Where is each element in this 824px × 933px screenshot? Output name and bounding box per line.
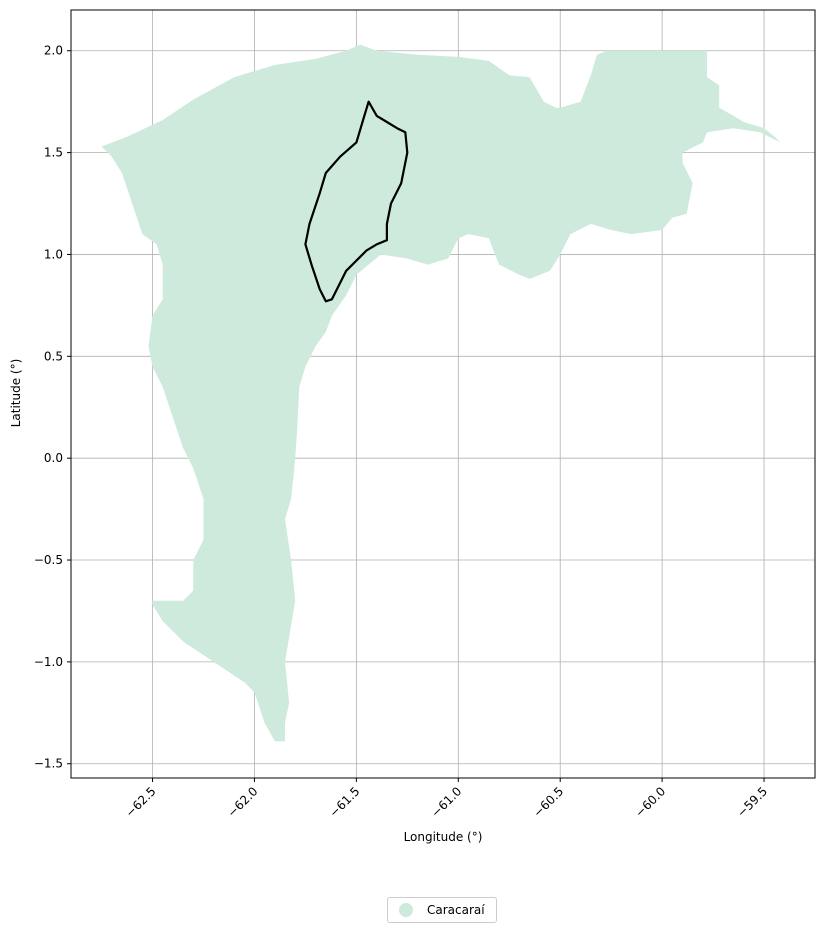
highlight-outline	[304, 100, 409, 303]
y-tick-label: −1.0	[34, 655, 63, 669]
x-tick-label: −60.0	[632, 784, 668, 820]
y-tick-label: −0.5	[34, 553, 63, 567]
y-axis-ticks: 2.0 1.5 1.0 0.5 0.0 −0.5 −1.0 −1.5	[34, 44, 71, 771]
y-tick-label: 2.0	[44, 44, 63, 58]
region-caracarai	[101, 44, 781, 742]
x-tick-label: −59.5	[734, 784, 770, 820]
y-axis-label: Latitude (°)	[9, 359, 23, 428]
x-tick-label: −61.5	[327, 784, 363, 820]
y-tick-label: 0.5	[44, 349, 63, 363]
x-tick-label: −62.0	[225, 784, 261, 820]
legend: Caracaraí	[387, 897, 497, 923]
y-tick-label: 1.0	[44, 247, 63, 261]
x-tick-label: −61.0	[429, 784, 465, 820]
y-tick-label: −1.5	[34, 757, 63, 771]
legend-label: Caracaraí	[427, 903, 485, 917]
x-tick-label: −62.5	[123, 784, 159, 820]
x-axis-label: Longitude (°)	[404, 830, 483, 844]
y-tick-label: 0.0	[44, 451, 63, 465]
x-axis-ticks: −62.5 −62.0 −61.5 −61.0 −60.5 −60.0 −59.5	[123, 778, 770, 820]
y-tick-label: 1.5	[44, 146, 63, 160]
plot-frame	[70, 9, 816, 779]
legend-marker	[399, 903, 413, 917]
x-tick-label: −60.5	[530, 784, 566, 820]
